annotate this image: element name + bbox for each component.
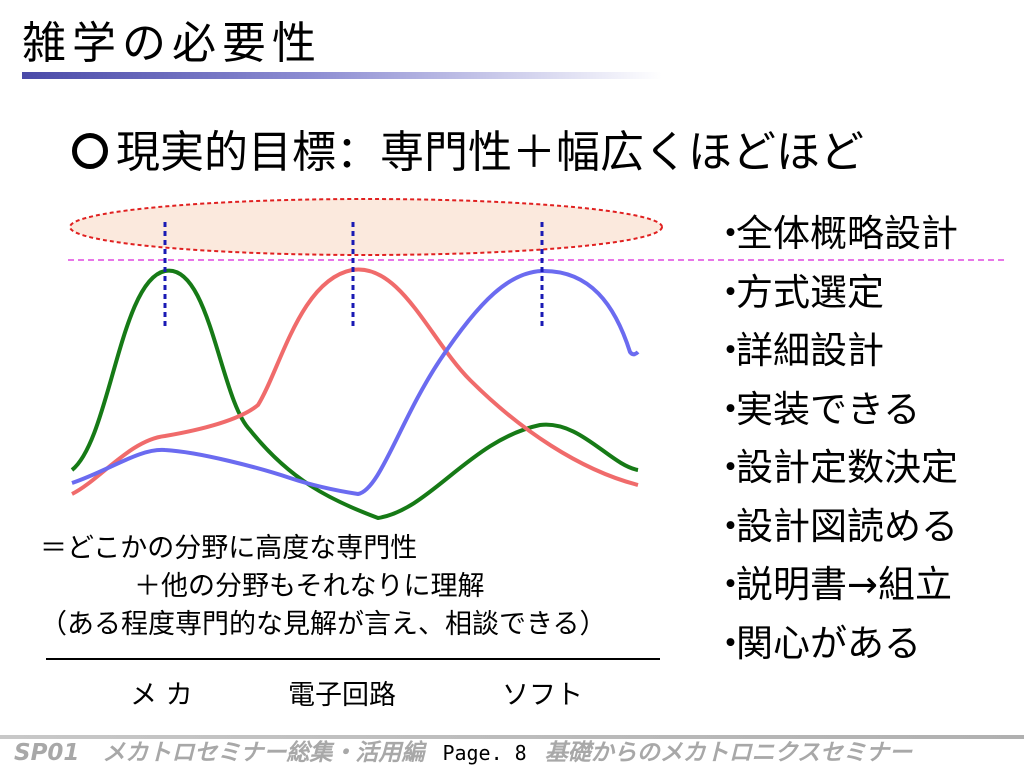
footer: SP01 メカトロセミナー総集・活用編 Page. 8 基礎からのメカトロニクスセミ… bbox=[14, 739, 1020, 768]
footer-seminar-title: 基礎からのメカトロニクスセミナー bbox=[544, 740, 913, 766]
bullet-item: ・設計定数決定 bbox=[712, 446, 958, 489]
mecha-curve bbox=[70, 268, 639, 521]
explanation-note: ＝どこかの分野に高度な専門性 ＋他の分野もそれなりに理解 （ある程度専門的な見解… bbox=[40, 530, 606, 644]
note-line-3: （ある程度専門的な見解が言え、相談できる） bbox=[40, 609, 607, 640]
title-underline bbox=[22, 72, 662, 79]
bullet-item: ・方式選定 bbox=[712, 270, 884, 314]
slide-title: 雑学の必要性 bbox=[22, 18, 322, 69]
bullet-item: ・実装できる bbox=[712, 387, 921, 431]
bullet-item: ・詳細設計 bbox=[712, 329, 884, 372]
software-curve bbox=[71, 268, 640, 497]
overview-ellipse bbox=[69, 198, 663, 256]
note-line-2: ＋他の分野もそれなりに理解 bbox=[134, 571, 485, 602]
footer-divider bbox=[0, 735, 1024, 739]
circuit-curve bbox=[71, 267, 639, 496]
bullet-item: ・関心がある bbox=[712, 621, 921, 665]
subtitle-text: 現実的目標：専門性＋幅広くほどほど bbox=[116, 127, 864, 178]
note-line-1: ＝どこかの分野に高度な専門性 bbox=[40, 533, 418, 564]
label-software: ソフト bbox=[502, 680, 583, 711]
circle-icon bbox=[72, 133, 108, 169]
label-mecha: メ カ bbox=[130, 680, 193, 711]
subtitle: 現実的目標：専門性＋幅広くほどほど bbox=[72, 120, 864, 186]
note-divider bbox=[46, 658, 660, 660]
bullet-item: ・設計図読める bbox=[712, 504, 958, 548]
page-number: Page. 8 bbox=[442, 741, 527, 765]
footer-series-title: SP01 メカトロセミナー総集・活用編 bbox=[14, 740, 425, 766]
bullet-item: ・全体概略設計 bbox=[712, 212, 958, 255]
bullet-item: ・説明書→組立 bbox=[712, 563, 953, 606]
label-electronic-circuit: 電子回路 bbox=[288, 680, 396, 711]
bullet-list: ・全体概略設計 ・方式選定 ・詳細設計 ・実装できる ・設計定数決定 ・設計図読… bbox=[712, 205, 958, 673]
